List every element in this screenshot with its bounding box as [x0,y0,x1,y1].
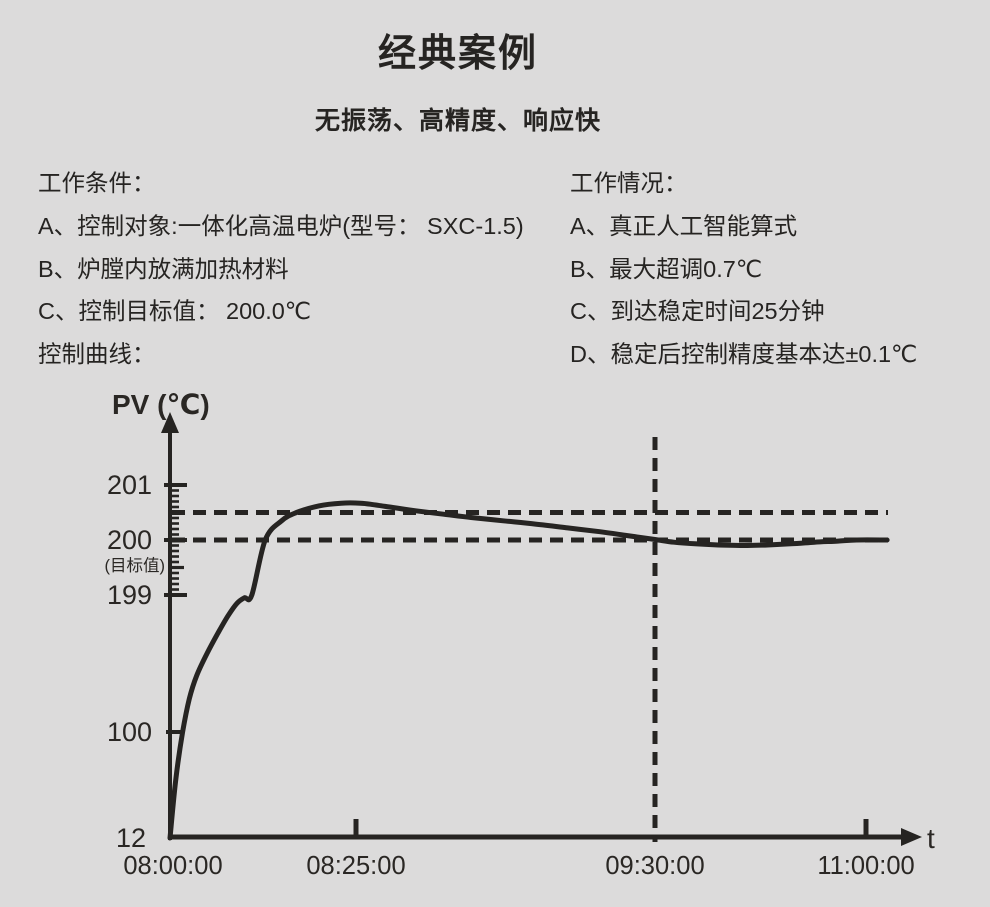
result-item: A、真正人工智能算式 [570,212,798,239]
condition-item: C、控制目标值： 200.0℃ [38,298,312,325]
y-tick-label: 12 [116,823,146,853]
target-note-label: (目标值) [105,556,166,575]
page-header: 经典案例 无振荡、高精度、响应快 [0,22,916,137]
page-title: 经典案例 [377,33,538,75]
y-tick-label: 199 [107,580,152,610]
control-curve-chart: 201 200 199 100 12 (目标值) 08:00:00 08:25:00 09:30… [0,380,990,907]
working-results: 工作情况： A、真正人工智能算式 B、最大超调0.7℃ C、到达稳定时间25分钟… [570,162,917,376]
y-axis-arrow-icon [161,412,179,433]
x-tick-label: 09:30:00 [605,852,704,880]
result-item: D、稳定后控制精度基本达±0.1℃ [570,341,918,368]
result-item: B、最大超调0.7℃ [570,255,763,282]
y-axis-title: PV (℃) [112,389,210,420]
y-tick-label: 201 [107,470,152,500]
conditions-heading: 工作条件： [38,170,156,196]
working-conditions: 工作条件： A、控制对象:一体化高温电炉(型号： SXC-1.5) B、炉膛内放… [38,162,524,376]
x-tick-label: 11:00:00 [817,852,914,880]
x-axis-arrow-icon [901,828,922,846]
y-tick-label: 200 [107,525,152,555]
result-item: C、到达稳定时间25分钟 [570,298,825,325]
page-subtitle: 无振荡、高精度、响应快 [314,107,601,135]
curve-section-label: 控制曲线： [38,341,156,368]
condition-item: A、控制对象:一体化高温电炉(型号： SXC-1.5) [38,212,524,239]
condition-item: B、炉膛内放满加热材料 [38,255,289,282]
control-curve-svg: 201 200 199 100 12 (目标值) 08:00:00 08:25:00 09:30… [105,389,936,880]
y-tick-label: 100 [107,717,152,747]
x-tick-label: 08:00:00 [123,852,222,880]
pv-curve [167,500,890,841]
results-heading: 工作情况： [570,170,688,196]
x-axis-title: t [927,823,935,854]
x-tick-label: 08:25:00 [306,852,405,880]
